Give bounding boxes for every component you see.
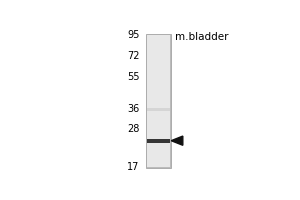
Text: 17: 17: [128, 162, 140, 172]
Text: 95: 95: [128, 30, 140, 40]
Text: 55: 55: [127, 72, 140, 82]
Bar: [147, 139, 170, 143]
Text: 36: 36: [128, 104, 140, 114]
Bar: [147, 108, 170, 111]
Bar: [147, 35, 170, 167]
Text: m.bladder: m.bladder: [175, 32, 228, 42]
Text: 28: 28: [128, 124, 140, 134]
Bar: [146, 34, 171, 168]
Text: 72: 72: [127, 51, 140, 61]
Polygon shape: [171, 136, 183, 145]
